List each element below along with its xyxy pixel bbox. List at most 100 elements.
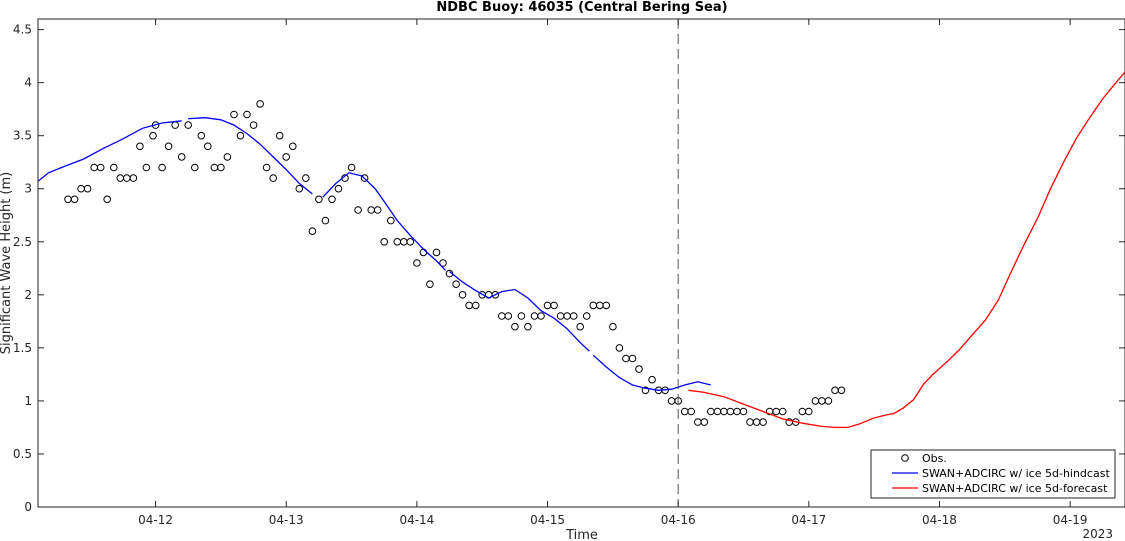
obs-point <box>373 206 382 214</box>
x-tick-label: 04-12 <box>138 513 173 527</box>
series-line-segment <box>322 172 447 271</box>
legend-marker-obs <box>901 454 909 462</box>
obs-point <box>805 407 813 416</box>
obs-point <box>511 322 519 331</box>
obs-point <box>550 301 558 310</box>
obs-point <box>504 312 513 320</box>
series-line-segment <box>592 354 711 391</box>
obs-point <box>778 407 787 416</box>
obs-point <box>197 131 206 140</box>
y-tick-label: 1.5 <box>13 341 32 355</box>
obs-point <box>315 195 323 204</box>
series-0 <box>64 100 846 426</box>
y-tick-label: 4 <box>24 76 32 90</box>
obs-point <box>275 131 284 140</box>
obs-point <box>217 163 225 172</box>
x-tick-label: 04-14 <box>399 513 434 527</box>
obs-point <box>223 153 232 161</box>
obs-point <box>136 142 144 151</box>
x-tick-label: 04-15 <box>530 513 565 527</box>
obs-point <box>334 184 343 193</box>
obs-point <box>262 163 271 172</box>
obs-point <box>432 248 441 257</box>
obs-point <box>413 259 421 267</box>
obs-point <box>289 142 297 151</box>
obs-point <box>328 195 336 204</box>
obs-point <box>230 110 238 119</box>
x-tick-label: 04-16 <box>661 513 696 527</box>
x-tick-label: 04-13 <box>269 513 304 527</box>
obs-point <box>269 174 278 182</box>
obs-point <box>517 312 526 320</box>
plot-frame <box>37 18 1125 508</box>
axes: 00.511.522.533.544.5 04-12 04-13 04-14 04-1… <box>13 18 1125 527</box>
obs-point <box>700 418 709 426</box>
x-tick-label: 04-18 <box>922 513 957 527</box>
obs-point <box>739 407 748 416</box>
obs-point <box>308 227 317 235</box>
obs-point <box>256 100 264 108</box>
obs-point <box>282 153 291 161</box>
obs-point <box>387 216 395 225</box>
obs-point <box>648 375 656 384</box>
obs-point <box>249 121 258 129</box>
obs-point <box>295 184 304 193</box>
obs-point <box>380 238 389 246</box>
obs-point <box>70 195 79 204</box>
obs-point <box>569 312 578 320</box>
year-label: 2023 <box>1082 527 1113 541</box>
obs-point <box>452 280 460 289</box>
legend-box <box>870 449 1116 499</box>
y-tick-label: 3.5 <box>13 129 32 143</box>
y-tick-label: 2.5 <box>13 235 32 249</box>
obs-point <box>406 238 415 246</box>
obs-point <box>635 365 643 373</box>
chart-title: NDBC Buoy: 46035 (Central Bering Sea) <box>436 0 727 15</box>
obs-point <box>360 174 369 182</box>
obs-point <box>609 322 617 331</box>
y-tick-label: 3 <box>24 182 32 196</box>
obs-point <box>243 110 251 119</box>
obs-point <box>103 195 111 204</box>
obs-point <box>96 163 105 172</box>
y-tick-label: 1 <box>24 394 32 408</box>
obs-point <box>142 163 151 172</box>
obs-point <box>204 142 212 151</box>
x-tick-label: 04-17 <box>791 513 826 527</box>
obs-point <box>687 407 696 416</box>
obs-point <box>302 174 310 182</box>
obs-point <box>426 280 434 289</box>
series-2 <box>688 70 1125 429</box>
legend-item-obs: Obs. <box>901 452 947 465</box>
obs-point <box>83 184 92 193</box>
series-1 <box>38 117 711 391</box>
obs-point <box>641 386 650 395</box>
obs-point <box>129 174 138 182</box>
obs-point <box>177 153 186 161</box>
series-line-segment <box>449 270 590 352</box>
x-axis-ticks: 04-12 04-13 04-14 04-15 04-16 04-17 04-18 04-19 <box>138 19 1088 527</box>
obs-point <box>191 163 199 172</box>
legend-label-hindcast: SWAN+ADCIRC w/ ice 5d-hindcast <box>922 467 1110 480</box>
obs-point <box>110 163 118 172</box>
y-tick-label: 0.5 <box>13 447 32 461</box>
obs-point <box>164 142 173 151</box>
y-axis-ticks: 0 0.5 1 1.5 2 2.5 3 3.5 4 4.5 <box>13 23 1125 514</box>
obs-point <box>537 312 545 320</box>
series-line-segment <box>688 70 1125 429</box>
legend-item-hindcast: SWAN+ADCIRC w/ ice 5d-hindcast <box>892 467 1110 480</box>
obs-point <box>158 163 166 172</box>
obs-point <box>321 216 330 225</box>
y-tick-label: 4.5 <box>13 23 32 37</box>
obs-point <box>582 312 591 320</box>
x-tick-label: 04-19 <box>1053 513 1088 527</box>
y-tick-label: 2 <box>24 288 32 302</box>
obs-point <box>184 121 192 129</box>
obs-point <box>354 206 362 214</box>
obs-point <box>576 322 585 331</box>
legend-label-forecast: SWAN+ADCIRC w/ ice 5d-forecast <box>922 482 1108 495</box>
obs-point <box>458 291 467 299</box>
series-line-segment <box>188 117 313 195</box>
obs-point <box>759 418 767 426</box>
